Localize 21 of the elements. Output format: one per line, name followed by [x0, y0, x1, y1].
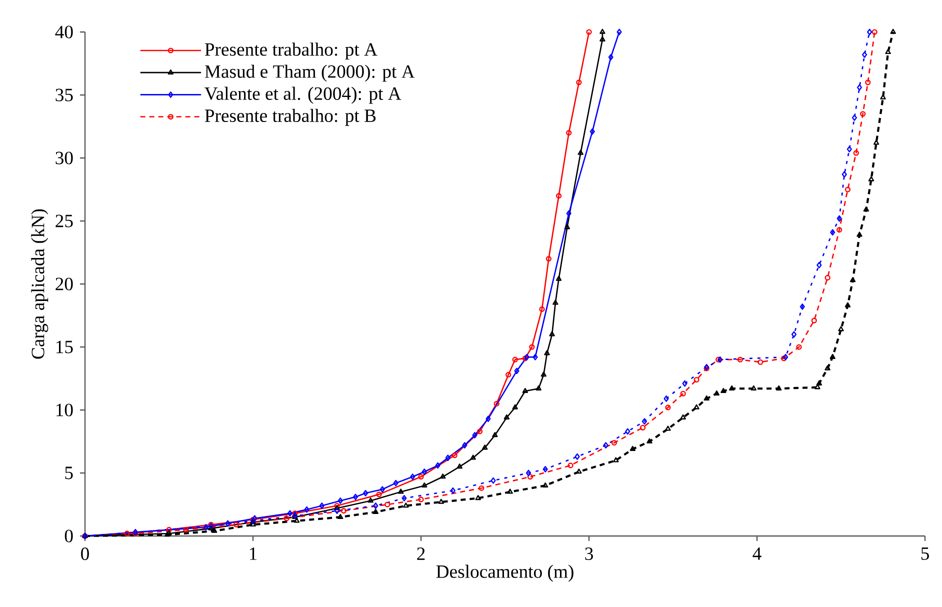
y-tick-label: 40: [55, 26, 73, 38]
y-tick-label: 10: [56, 404, 73, 416]
x-tick-label: 5: [921, 547, 929, 560]
y-tick-label: 5: [65, 466, 73, 480]
x-tick-label: 4: [752, 547, 762, 560]
legend-label: Presente trabalho: pt B: [204, 108, 376, 126]
legend-label: Presente trabalho: pt A: [204, 42, 378, 60]
x-tick-label: 2: [417, 547, 425, 560]
y-tick-label: 15: [56, 340, 73, 354]
y-tick-label: 35: [56, 88, 73, 102]
x-tick-label: 1: [250, 547, 257, 560]
y-tick-label: 25: [56, 214, 73, 228]
x-tick-label: 3: [585, 547, 593, 560]
legend-label: Valente et al. (2004): pt A: [204, 86, 402, 104]
y-tick-label: 20: [56, 278, 73, 290]
x-tick-label: 0: [81, 547, 89, 560]
y-axis-title: Carga aplicada (kN): [31, 209, 48, 359]
y-tick-label: 0: [64, 530, 73, 542]
y-tick-label: 30: [56, 152, 73, 164]
legend-label: Masud e Tham (2000): pt A: [204, 64, 415, 82]
x-axis-title: Deslocamento (m): [436, 564, 574, 582]
